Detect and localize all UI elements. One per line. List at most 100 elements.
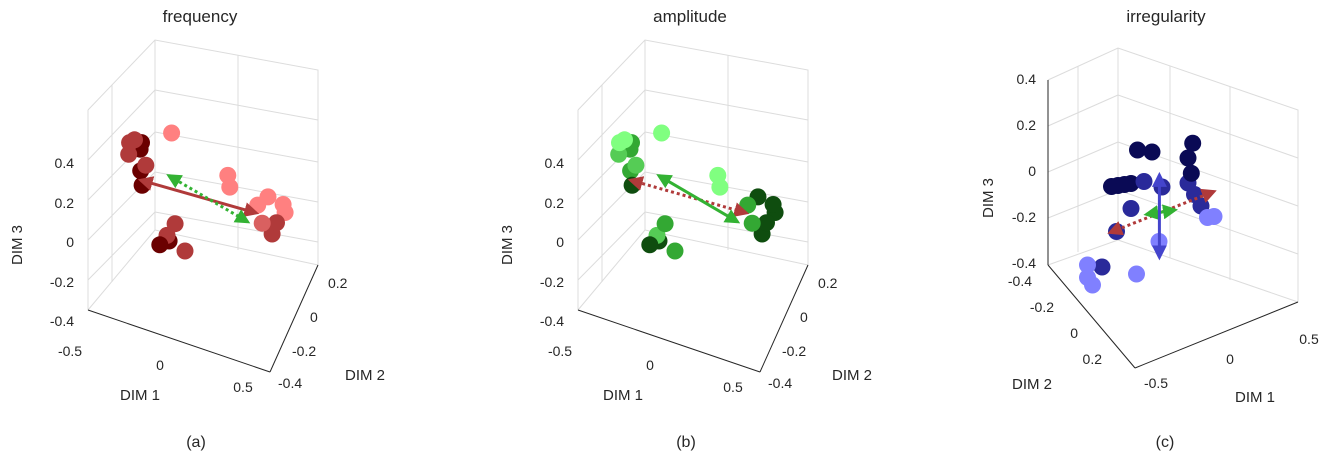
panel-frequency: frequency 0.4 0.2 0 — [9, 7, 385, 451]
panel-a-title: frequency — [163, 7, 238, 26]
panel-c-caption: (c) — [1156, 434, 1175, 451]
panel-c-marks — [1079, 134, 1223, 294]
data-point — [1205, 208, 1223, 225]
y-tick: -0.2 — [292, 343, 316, 359]
data-point — [656, 215, 674, 233]
data-point — [709, 166, 727, 184]
data-point — [666, 242, 684, 260]
panel-c-xlabel: DIM 1 — [1235, 389, 1275, 406]
data-point — [743, 214, 761, 232]
data-point — [1093, 258, 1111, 276]
x-tick: 0 — [156, 357, 164, 373]
panel-a-marks — [120, 124, 294, 260]
x-tick: 0 — [1226, 351, 1234, 367]
data-point — [1122, 175, 1140, 192]
z-tick: 0.4 — [55, 155, 75, 171]
y-tick: -0.4 — [1008, 273, 1032, 289]
data-point — [641, 236, 659, 254]
x-tick: 0.5 — [1299, 331, 1319, 347]
panel-a-x-ticks: -0.5 0 0.5 — [58, 343, 253, 395]
panel-a-zlabel: DIM 3 — [9, 225, 26, 265]
data-point — [274, 196, 292, 213]
z-tick: -0.2 — [540, 274, 564, 290]
z-tick: 0.4 — [1017, 71, 1037, 87]
data-point — [653, 124, 671, 142]
y-tick: 0 — [1070, 325, 1078, 341]
panel-a-z-ticks: 0.4 0.2 0 -0.2 -0.4 — [50, 155, 74, 329]
panel-c-axes — [1047, 80, 1299, 369]
x-tick: 0 — [646, 357, 654, 373]
data-point — [1129, 141, 1146, 159]
panel-b-axes — [577, 264, 809, 373]
data-point — [268, 214, 285, 232]
panel-b-title: amplitude — [653, 7, 727, 26]
y-tick: 0.2 — [818, 275, 838, 291]
panel-b-marks — [610, 124, 784, 260]
panel-c-zlabel: DIM 3 — [980, 178, 997, 218]
x-tick: -0.5 — [58, 343, 82, 359]
data-point — [151, 236, 169, 254]
panel-irregularity: irregularity 0.4 0.2 0 -0.2 — [980, 7, 1319, 451]
panel-c-title: irregularity — [1126, 7, 1206, 26]
z-tick: -0.4 — [1012, 255, 1036, 271]
data-point — [1184, 134, 1202, 152]
y-tick: -0.2 — [782, 343, 806, 359]
dotted-arrow — [627, 176, 750, 217]
z-tick: 0 — [556, 234, 564, 250]
panel-b-zlabel: DIM 3 — [499, 225, 516, 265]
solid-arrow — [656, 174, 741, 224]
data-point — [1084, 276, 1101, 294]
data-point — [1153, 178, 1171, 196]
z-tick: 0.2 — [1017, 117, 1037, 133]
panel-b-ylabel: DIM 2 — [832, 367, 872, 384]
x-tick: 0.5 — [233, 379, 253, 395]
data-point — [764, 196, 782, 213]
data-point — [1135, 173, 1153, 190]
y-tick: -0.4 — [278, 375, 302, 391]
y-tick: 0 — [800, 309, 808, 325]
data-point — [1128, 265, 1145, 283]
x-tick: 0.5 — [723, 379, 743, 395]
x-tick: -0.5 — [1144, 375, 1168, 391]
z-tick: 0 — [1028, 163, 1036, 179]
data-point — [166, 215, 184, 233]
panel-a-y-ticks: 0.2 0 -0.2 -0.4 — [278, 275, 348, 391]
data-point — [176, 242, 194, 260]
data-point — [121, 134, 139, 152]
z-tick: 0.2 — [545, 195, 565, 211]
data-point — [1079, 256, 1096, 274]
z-tick: -0.2 — [50, 274, 74, 290]
z-tick: 0.4 — [545, 155, 565, 171]
z-tick: 0 — [66, 234, 74, 250]
y-tick: -0.2 — [1030, 299, 1054, 315]
panel-amplitude: amplitude 0.4 0.2 0 -0.2 — [499, 7, 872, 451]
panel-a-axes — [87, 264, 319, 373]
y-tick: 0.2 — [1083, 351, 1103, 367]
panel-a-xlabel: DIM 1 — [120, 387, 160, 404]
data-point — [163, 124, 181, 142]
data-point — [137, 156, 155, 174]
panel-c-ylabel: DIM 2 — [1012, 376, 1052, 393]
data-point — [1182, 164, 1200, 182]
data-point — [1143, 143, 1161, 161]
data-point — [611, 134, 628, 152]
data-point — [627, 156, 645, 174]
panel-c-z-ticks: 0.4 0.2 0 -0.2 -0.4 — [1012, 71, 1036, 271]
panel-c-x-ticks: -0.5 0 0.5 — [1144, 331, 1319, 391]
z-tick: -0.4 — [540, 313, 564, 329]
data-point — [1179, 149, 1197, 167]
data-point — [1122, 200, 1140, 217]
z-tick: -0.4 — [50, 313, 74, 329]
z-tick: -0.2 — [1012, 209, 1036, 225]
z-tick: 0.2 — [55, 195, 75, 211]
panel-a-caption: (a) — [186, 434, 206, 451]
panel-b-y-ticks: 0.2 0 -0.2 -0.4 — [768, 275, 838, 391]
data-point — [219, 166, 237, 184]
panel-b-x-ticks: -0.5 0 0.5 — [548, 343, 743, 395]
y-tick: 0.2 — [328, 275, 348, 291]
panel-b-grid — [577, 39, 809, 311]
panel-b-xlabel: DIM 1 — [603, 387, 643, 404]
panel-a-ylabel: DIM 2 — [345, 367, 385, 384]
panel-b-z-ticks: 0.4 0.2 0 -0.2 -0.4 — [540, 155, 564, 329]
